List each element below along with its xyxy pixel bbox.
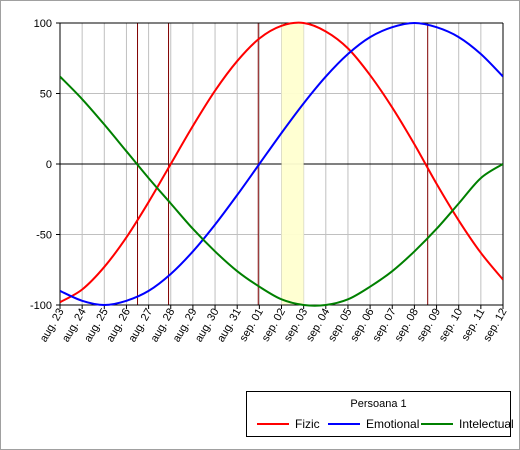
axis-layer	[56, 22, 504, 309]
legend-item-emotional: Emotional	[328, 416, 419, 432]
series-line-emotional	[60, 21, 503, 307]
legend-swatch-intelectual	[421, 423, 453, 425]
marker-layer	[137, 23, 429, 305]
y-tick-label-50: 50	[40, 89, 52, 101]
legend-title: Persoana 1	[350, 398, 407, 410]
series-line-intelectual	[60, 75, 503, 307]
highlight-band	[281, 23, 304, 305]
legend-label-fizic: Fizic	[295, 417, 320, 431]
legend: Persoana 1 Fizic Emotional Intelectual	[246, 391, 514, 437]
legend-label-emotional: Emotional	[366, 417, 420, 431]
y-tick-label--100: -100	[30, 300, 52, 312]
legend-label-intelectual: Intelectual	[459, 417, 514, 431]
legend-swatch-fizic	[257, 423, 289, 425]
y-tick-label-0: 0	[46, 159, 52, 171]
highlight-layer	[281, 23, 304, 305]
legend-item-fizic: Fizic	[257, 416, 320, 432]
series-layer	[60, 21, 503, 307]
legend-swatch-emotional	[328, 423, 360, 425]
y-tick-labels: -100 -50 0 50 100	[30, 18, 52, 312]
series-line-fizic	[60, 21, 503, 304]
legend-item-intelectual: Intelectual	[421, 416, 514, 432]
y-tick-label-100: 100	[34, 18, 52, 30]
y-tick-label--50: -50	[36, 230, 52, 242]
